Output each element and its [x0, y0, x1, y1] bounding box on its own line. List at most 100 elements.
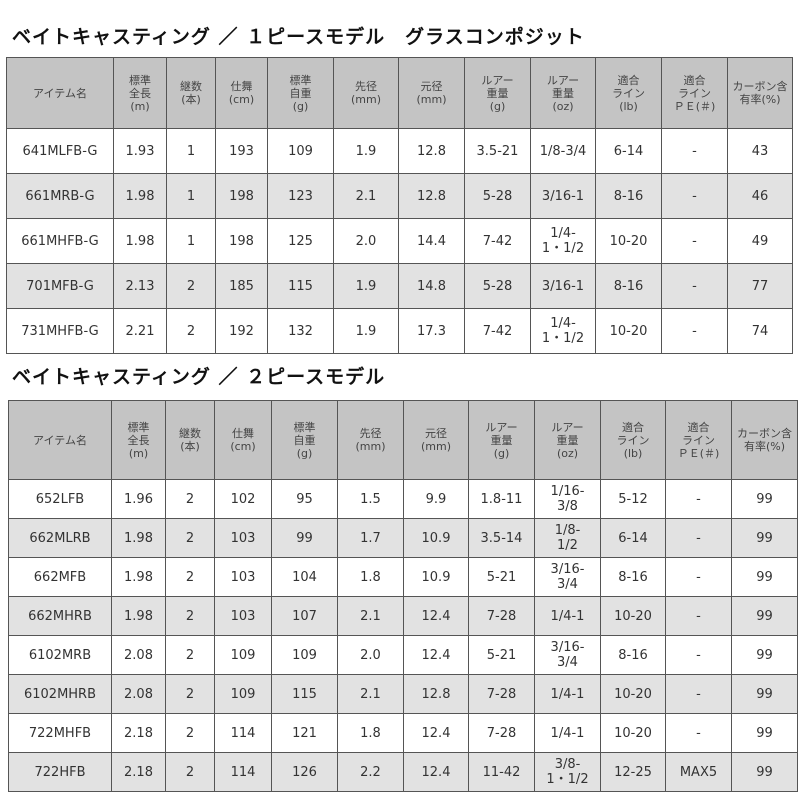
cell-item-name: 6102MRB	[8, 635, 112, 675]
column-header-closed-length: 仕舞 (cm)	[214, 400, 272, 480]
column-header-lure-weight-g: ルアー 重量 (g)	[464, 57, 531, 129]
column-header-pieces: 継数 (本)	[166, 57, 216, 129]
cell-line-pe: -	[665, 557, 732, 597]
cell-carbon-ratio: 49	[727, 218, 793, 264]
cell-lure-weight-g: 5-21	[468, 635, 535, 675]
cell-length: 2.18	[111, 713, 166, 753]
cell-length: 1.98	[113, 218, 167, 264]
cell-weight: 123	[267, 173, 334, 219]
cell-carbon-ratio: 74	[727, 308, 793, 354]
cell-item-name: 661MRB-G	[6, 173, 114, 219]
cell-lure-weight-g: 5-28	[464, 263, 531, 309]
cell-line-pe: -	[661, 173, 728, 219]
cell-butt-diameter: 12.8	[398, 173, 465, 219]
cell-butt-diameter: 14.8	[398, 263, 465, 309]
cell-length: 1.93	[113, 128, 167, 174]
column-header-lure-weight-oz: ルアー 重量 (oz)	[530, 57, 596, 129]
cell-closed-length: 103	[214, 518, 272, 558]
cell-butt-diameter: 10.9	[403, 518, 469, 558]
cell-lure-weight-oz: 3/16- 3/4	[534, 635, 601, 675]
cell-pieces: 2	[165, 713, 215, 753]
cell-length: 2.08	[111, 674, 166, 714]
cell-item-name: 662MLRB	[8, 518, 112, 558]
cell-lure-weight-oz: 1/4-1	[534, 674, 601, 714]
cell-lure-weight-oz: 1/4- 1・1/2	[530, 218, 596, 264]
cell-tip-diameter: 2.1	[337, 596, 404, 636]
cell-pieces: 2	[166, 263, 216, 309]
cell-length: 2.13	[113, 263, 167, 309]
cell-tip-diameter: 1.5	[337, 479, 404, 519]
cell-pieces: 2	[165, 635, 215, 675]
cell-line-pe: -	[665, 635, 732, 675]
cell-carbon-ratio: 99	[731, 752, 798, 792]
cell-lure-weight-oz: 3/8- 1・1/2	[534, 752, 601, 792]
cell-line-pe: -	[665, 713, 732, 753]
cell-line-pe: -	[665, 479, 732, 519]
cell-carbon-ratio: 99	[731, 557, 798, 597]
cell-pieces: 2	[166, 308, 216, 354]
cell-lure-weight-oz: 1/8-3/4	[530, 128, 596, 174]
cell-closed-length: 103	[214, 557, 272, 597]
cell-tip-diameter: 1.8	[337, 713, 404, 753]
cell-line-lb: 10-20	[595, 308, 662, 354]
table-row: 6102MRB 2.08 2 109 109 2.0 12.4 5-21 3/16- 3/4 8-…	[8, 635, 798, 675]
cell-tip-diameter: 1.9	[333, 128, 399, 174]
cell-tip-diameter: 2.1	[333, 173, 399, 219]
cell-line-lb: 10-20	[600, 596, 666, 636]
cell-line-pe: -	[665, 518, 732, 558]
cell-line-lb: 12-25	[600, 752, 666, 792]
cell-closed-length: 109	[214, 635, 272, 675]
cell-closed-length: 102	[214, 479, 272, 519]
cell-butt-diameter: 17.3	[398, 308, 465, 354]
cell-tip-diameter: 2.0	[333, 218, 399, 264]
column-header-tip-diameter: 先径 (mm)	[333, 57, 399, 129]
cell-line-lb: 8-16	[595, 173, 662, 219]
table-row: 722HFB 2.18 2 114 126 2.2 12.4 11-42 3/8- 1・1/2 1…	[8, 752, 798, 792]
cell-line-pe: -	[661, 308, 728, 354]
cell-length: 1.98	[113, 173, 167, 219]
cell-line-lb: 6-14	[600, 518, 666, 558]
cell-line-lb: 10-20	[595, 218, 662, 264]
cell-carbon-ratio: 99	[731, 596, 798, 636]
column-header-line-pe: 適合 ライン ＰＥ(＃)	[661, 57, 728, 129]
column-header-pieces: 継数 (本)	[165, 400, 215, 480]
column-header-lure-weight-oz: ルアー 重量 (oz)	[534, 400, 601, 480]
cell-item-name: 662MHRB	[8, 596, 112, 636]
cell-item-name: 722MHFB	[8, 713, 112, 753]
cell-pieces: 2	[165, 752, 215, 792]
cell-length: 1.96	[111, 479, 166, 519]
column-header-closed-length: 仕舞 (cm)	[215, 57, 268, 129]
cell-lure-weight-g: 3.5-14	[468, 518, 535, 558]
cell-carbon-ratio: 99	[731, 713, 798, 753]
cell-item-name: 652LFB	[8, 479, 112, 519]
cell-tip-diameter: 1.8	[337, 557, 404, 597]
cell-lure-weight-oz: 1/16- 3/8	[534, 479, 601, 519]
cell-lure-weight-g: 7-28	[468, 674, 535, 714]
cell-carbon-ratio: 99	[731, 674, 798, 714]
cell-weight: 109	[271, 635, 338, 675]
cell-lure-weight-g: 7-28	[468, 713, 535, 753]
cell-item-name: 641MLFB-G	[6, 128, 114, 174]
cell-line-pe: -	[661, 218, 728, 264]
cell-line-lb: 8-16	[600, 635, 666, 675]
cell-pieces: 2	[165, 596, 215, 636]
table-row: 652LFB 1.96 2 102 95 1.5 9.9 1.8-11 1/16- 3/8 5-1…	[8, 479, 798, 519]
cell-item-name: 6102MHRB	[8, 674, 112, 714]
table-row: 662MLRB 1.98 2 103 99 1.7 10.9 3.5-14 1/8- 1/2 6-…	[8, 518, 798, 558]
header-row: アイテム名 標準 全長 (m) 継数 (本) 仕舞 (cm) 標準 自重 (g) 先径 (…	[6, 57, 793, 129]
cell-closed-length: 103	[214, 596, 272, 636]
cell-line-pe: -	[665, 674, 732, 714]
cell-weight: 107	[271, 596, 338, 636]
spec-table-2piece: アイテム名 標準 全長 (m) 継数 (本) 仕舞 (cm) 標準 自重 (g) 先径 (…	[8, 400, 798, 792]
cell-lure-weight-oz: 3/16-1	[530, 173, 596, 219]
cell-carbon-ratio: 43	[727, 128, 793, 174]
cell-butt-diameter: 12.4	[403, 713, 469, 753]
cell-tip-diameter: 1.7	[337, 518, 404, 558]
cell-lure-weight-g: 3.5-21	[464, 128, 531, 174]
cell-butt-diameter: 12.4	[403, 596, 469, 636]
cell-butt-diameter: 14.4	[398, 218, 465, 264]
table-row: 722MHFB 2.18 2 114 121 1.8 12.4 7-28 1/4-1 10-20-…	[8, 713, 798, 753]
cell-closed-length: 114	[214, 752, 272, 792]
cell-lure-weight-oz: 1/4- 1・1/2	[530, 308, 596, 354]
table-row: 661MHFB-G 1.98 1 198 125 2.0 14.4 7-42 1/4- 1・1/…	[6, 218, 793, 264]
